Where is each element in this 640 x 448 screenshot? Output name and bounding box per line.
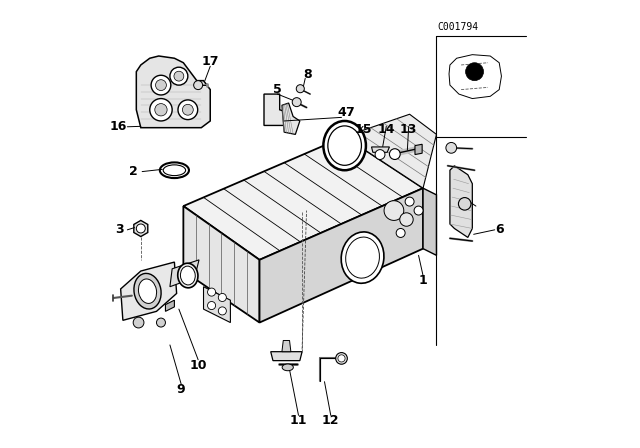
Circle shape	[218, 293, 227, 302]
Text: 17: 17	[202, 55, 219, 69]
Circle shape	[396, 228, 405, 237]
Circle shape	[182, 104, 193, 115]
Text: 6: 6	[495, 223, 504, 237]
Ellipse shape	[153, 78, 173, 101]
Circle shape	[150, 99, 172, 121]
Circle shape	[194, 81, 203, 90]
Circle shape	[405, 197, 414, 206]
Circle shape	[400, 213, 413, 226]
Text: 9: 9	[177, 383, 186, 396]
Ellipse shape	[134, 273, 161, 309]
Circle shape	[174, 71, 184, 81]
Text: 13: 13	[400, 123, 417, 137]
Circle shape	[296, 85, 305, 93]
Circle shape	[292, 98, 301, 107]
Polygon shape	[260, 188, 423, 323]
Polygon shape	[423, 188, 436, 255]
Polygon shape	[134, 220, 148, 237]
Circle shape	[178, 100, 198, 120]
Polygon shape	[184, 206, 260, 323]
Circle shape	[384, 201, 404, 220]
Circle shape	[207, 288, 216, 296]
Circle shape	[151, 75, 171, 95]
Circle shape	[336, 353, 348, 364]
Polygon shape	[184, 137, 423, 260]
Circle shape	[156, 80, 166, 90]
Polygon shape	[345, 114, 436, 188]
Polygon shape	[271, 352, 302, 361]
Text: 3: 3	[115, 223, 124, 237]
Polygon shape	[282, 340, 291, 352]
Ellipse shape	[138, 279, 157, 303]
Polygon shape	[415, 144, 422, 155]
Circle shape	[133, 317, 144, 328]
Text: 10: 10	[189, 358, 207, 372]
Circle shape	[207, 302, 216, 310]
Circle shape	[136, 224, 145, 233]
Circle shape	[157, 318, 165, 327]
Text: 2: 2	[129, 165, 138, 178]
Text: C001794: C001794	[437, 22, 479, 32]
Circle shape	[466, 63, 484, 81]
Circle shape	[458, 198, 471, 210]
Polygon shape	[371, 147, 389, 152]
Polygon shape	[170, 260, 199, 287]
Text: 8: 8	[303, 68, 312, 82]
Ellipse shape	[341, 232, 384, 283]
Ellipse shape	[323, 121, 366, 170]
Text: 15: 15	[355, 123, 372, 137]
Circle shape	[218, 307, 227, 315]
Polygon shape	[121, 262, 177, 320]
Circle shape	[155, 103, 167, 116]
Circle shape	[338, 355, 345, 362]
Text: 11: 11	[290, 414, 307, 427]
Text: 16: 16	[109, 120, 127, 134]
Text: 5: 5	[273, 83, 282, 96]
Ellipse shape	[282, 364, 293, 371]
Circle shape	[375, 150, 385, 159]
Ellipse shape	[178, 263, 198, 288]
Ellipse shape	[180, 266, 195, 285]
Polygon shape	[165, 300, 174, 311]
Polygon shape	[282, 103, 300, 134]
Circle shape	[390, 149, 400, 159]
Text: 4: 4	[337, 106, 346, 120]
Text: 14: 14	[378, 123, 395, 137]
Text: 1: 1	[419, 273, 428, 287]
Text: 12: 12	[322, 414, 339, 427]
Circle shape	[446, 142, 457, 153]
Polygon shape	[264, 94, 287, 125]
Circle shape	[414, 206, 423, 215]
Circle shape	[170, 67, 188, 85]
Text: 7: 7	[345, 106, 353, 120]
Polygon shape	[204, 287, 230, 323]
Polygon shape	[450, 166, 472, 237]
Polygon shape	[136, 56, 210, 128]
